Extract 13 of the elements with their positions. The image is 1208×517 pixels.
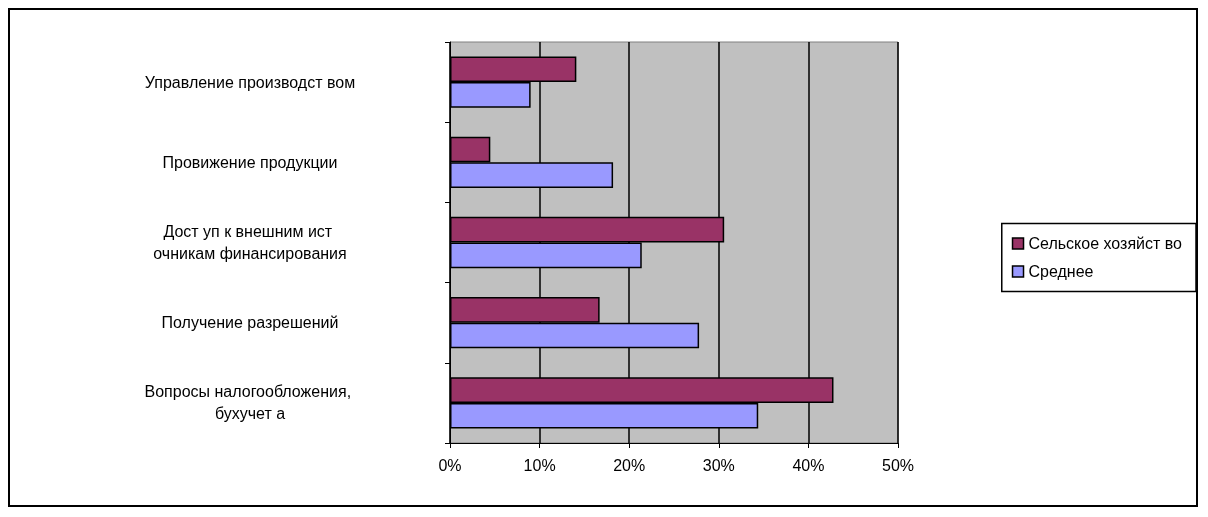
x-tick-label: 0% bbox=[438, 456, 462, 474]
x-tick-label: 40% bbox=[792, 456, 825, 474]
y-tick-label: Получение разрешений bbox=[161, 314, 339, 332]
x-tick-label: 10% bbox=[523, 456, 556, 474]
legend-label: Среднее bbox=[1028, 263, 1094, 280]
x-tick-label: 50% bbox=[881, 456, 915, 474]
x-tick-label: 20% bbox=[613, 456, 646, 474]
legend-label: Сельское хозяйст во bbox=[1028, 235, 1183, 252]
y-tick-label: Провижение продукции bbox=[162, 153, 338, 171]
y-tick-label: Вопросы налогообложения, бухучет а bbox=[144, 383, 356, 423]
x-tick-label: 30% bbox=[702, 456, 735, 474]
y-tick-label: Дост уп к внешним ист очникам финансирования bbox=[153, 223, 347, 262]
y-tick-label: Управление производст вом bbox=[144, 73, 356, 91]
